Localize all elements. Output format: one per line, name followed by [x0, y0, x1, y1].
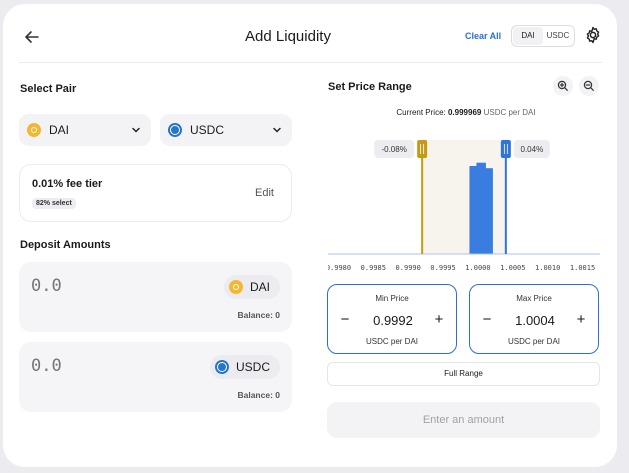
- dai-icon: [228, 280, 243, 294]
- min-price-box: Min Price − 0.9992 + USDC per DAI: [327, 284, 457, 354]
- token-a-select[interactable]: DAI: [19, 114, 151, 146]
- current-price: Current Price: 0.999969 USDC per DAI: [328, 108, 604, 117]
- deposit-box-dai: DAI Balance: 0: [19, 262, 292, 332]
- min-price-unit: USDC per DAI: [365, 337, 418, 346]
- usdc-amount-input[interactable]: [31, 356, 181, 376]
- current-price-unit: USDC per DAI: [483, 108, 536, 117]
- x-tick-label: 1.0000: [465, 264, 490, 272]
- gear-icon[interactable]: [583, 25, 603, 45]
- deposit-token-usdc: USDC: [209, 355, 280, 379]
- x-tick-label: 1.0005: [500, 264, 525, 272]
- token-a-symbol: DAI: [49, 123, 70, 137]
- enter-amount-button[interactable]: Enter an amount: [327, 402, 600, 438]
- toggle-usdc[interactable]: USDC: [546, 31, 570, 40]
- min-price-decrement-button[interactable]: −: [340, 311, 350, 328]
- liquidity-bar: [469, 166, 479, 254]
- x-tick-label: 0.9995: [430, 264, 455, 272]
- max-price-decrement-button[interactable]: −: [482, 311, 492, 328]
- x-tick-label: 0.9985: [361, 264, 386, 272]
- dai-amount-input[interactable]: [31, 276, 181, 296]
- fee-tier-label: 0.01% fee tier: [32, 178, 103, 190]
- min-pct-badge: [374, 140, 415, 158]
- full-range-button[interactable]: Full Range: [327, 362, 600, 386]
- token-b-symbol: USDC: [190, 123, 225, 137]
- usdc-icon: [214, 360, 229, 374]
- header-divider: [19, 62, 602, 63]
- chevron-down-icon: [273, 127, 281, 133]
- min-price-value[interactable]: 0.9992: [373, 313, 413, 328]
- max-price-increment-button[interactable]: +: [576, 311, 586, 328]
- liquidity-bar: [476, 162, 486, 254]
- usdc-icon: [168, 123, 182, 137]
- zoom-out-icon[interactable]: [579, 76, 599, 96]
- zoom-in-icon[interactable]: [553, 76, 573, 96]
- fee-tier-box: 0.01% fee tier 82% select Edit: [19, 164, 292, 222]
- min-pct-label: -0.08%: [381, 145, 406, 154]
- max-price-handle[interactable]: [500, 140, 511, 158]
- min-price-increment-button[interactable]: +: [434, 311, 444, 328]
- select-pair-label: Select Pair: [20, 83, 77, 95]
- max-price-box: Max Price − 1.0004 + USDC per DAI: [469, 284, 599, 354]
- token-b-select[interactable]: USDC: [160, 114, 292, 146]
- chevron-down-icon: [132, 127, 140, 133]
- max-price-value[interactable]: 1.0004: [515, 313, 555, 328]
- deposit-box-usdc: USDC Balance: 0: [19, 342, 292, 412]
- x-tick-label: 0.9990: [396, 264, 421, 272]
- max-pct-badge: [513, 140, 550, 158]
- edit-fee-button[interactable]: Edit: [255, 187, 274, 199]
- selected-range-area: [422, 140, 506, 254]
- toggle-dai[interactable]: DAI: [513, 27, 543, 45]
- usdc-balance: Balance: 0: [237, 390, 280, 400]
- min-price-handle[interactable]: [417, 140, 428, 158]
- fee-select-badge: 82% select: [32, 198, 76, 209]
- price-range-chart[interactable]: 0.9980 0.9985 0.9990 0.9995 1.0000 1.0005 1.00…: [328, 130, 600, 276]
- max-price-unit: USDC per DAI: [507, 337, 560, 346]
- x-tick-label: 1.0010: [535, 264, 560, 272]
- clear-all-button[interactable]: Clear All: [465, 31, 502, 41]
- current-price-value: 0.999969: [447, 108, 482, 117]
- min-price-label: Min Price: [375, 294, 409, 303]
- dai-icon: [27, 123, 41, 137]
- max-price-label: Max Price: [516, 294, 552, 303]
- deposit-token-dai: DAI: [223, 275, 280, 299]
- current-price-label: Current Price:: [396, 108, 446, 117]
- deposit-token-symbol: USDC: [235, 360, 270, 374]
- max-pct-label: 0.04%: [521, 145, 544, 154]
- back-arrow-icon[interactable]: [21, 26, 43, 48]
- x-tick-label: 1.0015: [570, 264, 595, 272]
- liquidity-bar: [483, 168, 493, 254]
- set-price-range-label: Set Price Range: [328, 81, 412, 93]
- add-liquidity-card: Add Liquidity Clear All DAI USDC Select …: [3, 4, 617, 467]
- deposit-token-symbol: DAI: [249, 280, 270, 294]
- page-title: Add Liquidity: [245, 28, 331, 45]
- x-tick-label: 0.9980: [328, 264, 351, 272]
- token-denomination-toggle: DAI USDC: [511, 25, 575, 47]
- dai-balance: Balance: 0: [237, 310, 280, 320]
- deposit-amounts-label: Deposit Amounts: [20, 239, 111, 251]
